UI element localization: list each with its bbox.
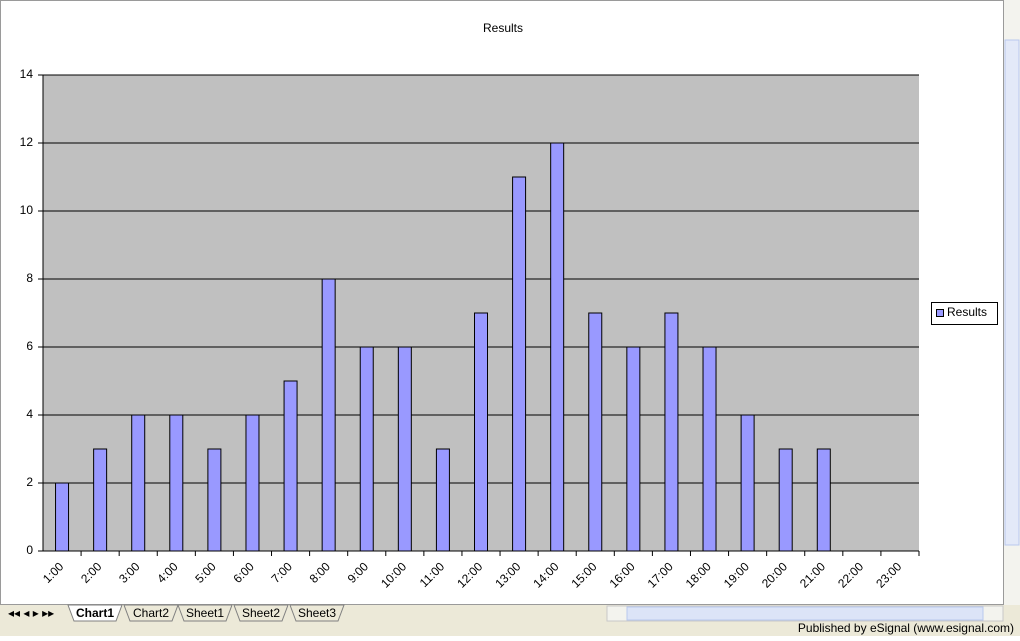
bar	[245, 414, 260, 552]
y-tick-label: 14	[20, 67, 34, 81]
bar	[55, 482, 70, 552]
legend-label: Results	[947, 305, 987, 319]
y-tick-label: 2	[26, 475, 33, 489]
status-text: Published by eSignal (www.esignal.com)	[798, 621, 1014, 635]
bar	[588, 312, 603, 552]
legend-swatch	[936, 309, 944, 317]
y-tick-label: 0	[26, 543, 33, 557]
sheet-tab-label[interactable]: Sheet1	[186, 606, 224, 620]
bar	[474, 312, 488, 552]
legend-box	[931, 302, 998, 325]
bar	[435, 448, 450, 552]
bar	[321, 278, 336, 552]
h-scroll-thumb[interactable]	[626, 606, 984, 621]
bar	[207, 448, 222, 552]
sheet-tab-label[interactable]: Chart2	[133, 606, 169, 620]
sheet-tab[interactable]	[123, 604, 179, 622]
scroll-thumb[interactable]	[1004, 39, 1020, 546]
bar	[778, 448, 793, 552]
sheet-tab-label[interactable]: Sheet2	[242, 606, 280, 620]
bar	[702, 346, 717, 552]
bar	[131, 414, 146, 552]
bar	[397, 346, 412, 552]
y-tick-label: 6	[26, 339, 33, 353]
sheet-tab[interactable]	[67, 604, 123, 622]
bar	[816, 448, 831, 552]
bar	[740, 414, 755, 552]
status-bar	[0, 622, 1020, 636]
legend: Results	[931, 302, 998, 325]
bar	[93, 448, 108, 552]
chart-title: Results	[483, 21, 523, 35]
y-tick-label: 8	[26, 271, 33, 285]
sheet-tabs: Chart1 Chart2 Sheet1 Sheet2 Sheet3	[67, 604, 345, 622]
y-tick-label: 12	[20, 135, 34, 149]
y-tick-label: 4	[26, 407, 33, 421]
bar	[359, 346, 374, 552]
sheet-tab[interactable]	[177, 604, 233, 622]
bar	[550, 142, 565, 552]
sheet-tab-label[interactable]: Chart1	[76, 606, 114, 620]
bar	[512, 176, 527, 552]
bar	[169, 414, 184, 552]
bar	[664, 312, 679, 552]
nav-buttons[interactable]: ◂◂ ◂ ▸ ▸▸	[8, 606, 54, 620]
y-tick-label: 10	[20, 203, 34, 217]
sheet-tab[interactable]	[289, 604, 345, 622]
bar	[626, 346, 641, 552]
sheet-tab-label[interactable]: Sheet3	[298, 606, 336, 620]
bar	[283, 380, 298, 552]
sheet-tab[interactable]	[233, 604, 289, 622]
